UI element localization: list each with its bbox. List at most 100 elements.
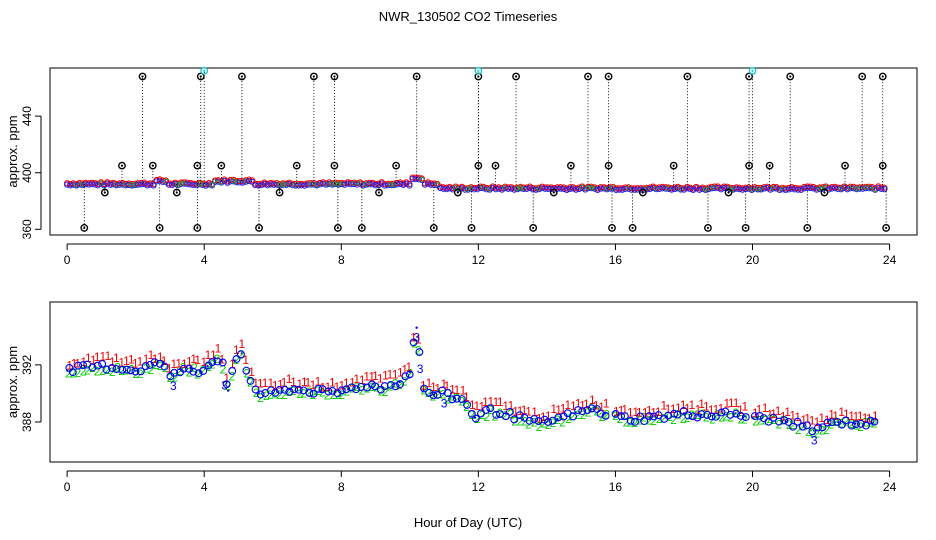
baseline-point-blue	[289, 182, 296, 189]
spike-high-point	[858, 72, 867, 81]
baseline-point-blue	[810, 185, 817, 192]
series-2-point: 2	[810, 427, 817, 441]
series-2-point: 2	[199, 363, 206, 377]
baseline-point-blue	[831, 185, 839, 192]
baseline-point-green	[391, 181, 397, 188]
spike-high-point	[604, 72, 613, 81]
series-1-point: 1	[517, 404, 524, 418]
baseline-point-blue	[483, 186, 490, 193]
baseline-point-green	[588, 184, 595, 191]
series-3-point	[789, 422, 798, 431]
series-1-point: 1	[872, 409, 879, 423]
series-2-point: 2	[837, 416, 844, 430]
series-1-point: 1	[482, 395, 489, 409]
series-3-point	[574, 406, 582, 414]
series-3-point	[256, 390, 265, 399]
series-3-label: 3	[417, 362, 424, 376]
series-2-point: 2	[229, 369, 236, 383]
spike-dip-point-dot	[823, 191, 826, 194]
series-3-point	[798, 422, 807, 431]
series-3-point	[486, 404, 495, 413]
series-2-point: 2	[594, 405, 601, 419]
series-1-point: 1	[824, 413, 831, 427]
series-1-point: 1	[123, 354, 130, 368]
series-2-point: 2	[780, 413, 787, 427]
baseline-point-blue	[394, 181, 401, 188]
series-1-point: 1	[502, 399, 509, 413]
spike-low-point-dot	[158, 226, 161, 230]
series-1-point: 1	[478, 400, 485, 414]
series-2-point: 2	[733, 406, 740, 420]
series-1-point: 1	[194, 353, 201, 367]
baseline-point-green	[434, 182, 440, 188]
baseline-point-blue	[107, 181, 114, 188]
series-2-point: 2	[588, 402, 595, 416]
baseline-point-green	[338, 181, 345, 187]
series-3-point	[405, 370, 414, 379]
series-3-point	[420, 384, 428, 393]
baseline-point-green	[755, 186, 761, 192]
baseline-point-blue	[526, 184, 533, 192]
baseline-point-blue	[236, 179, 243, 186]
series-3-point	[774, 417, 783, 426]
spike-low-point	[529, 224, 538, 232]
series-1-point: 1	[703, 400, 710, 414]
baseline-point-blue	[159, 178, 166, 186]
x-tick-label: 4	[201, 480, 208, 494]
series-2-point: 2	[109, 365, 116, 379]
spike-cyan-point	[748, 66, 757, 75]
series-3-label: 3	[811, 434, 818, 448]
baseline-point-blue	[828, 185, 836, 192]
series-3-point	[401, 372, 410, 381]
spike-mid-point-dot	[395, 164, 398, 167]
series-2-point: 2	[148, 363, 155, 377]
series-1-point: 1	[66, 358, 73, 372]
baseline-point-blue	[215, 178, 222, 185]
x-tick-label: 0	[64, 480, 71, 494]
series-3-point	[126, 366, 135, 375]
spike-mid-point-dot	[295, 164, 298, 167]
spike-dip-point	[724, 188, 733, 197]
spike-mid-point	[491, 161, 500, 170]
spike-dip-point-dot	[377, 191, 381, 194]
baseline-point-blue	[261, 180, 268, 188]
spike-dip-point-dot	[552, 191, 555, 194]
series-2-point: 2	[167, 371, 174, 385]
series-2-point: 2	[496, 406, 503, 420]
series-1-point: 1	[430, 380, 437, 394]
series-1-point: 1	[392, 367, 399, 381]
series-1-point: 1	[128, 352, 135, 366]
series-3-label: 3	[221, 379, 228, 393]
series-3-point	[452, 394, 461, 403]
series-2-point: 2	[680, 412, 687, 426]
series-2-point: 2	[133, 367, 140, 381]
spike-dip-point	[820, 188, 829, 197]
series-1-point: 1	[508, 398, 515, 412]
baseline-point-blue	[141, 180, 148, 188]
series-3-point	[501, 412, 510, 421]
series-2-point: 2	[84, 364, 91, 378]
series-2-point: 2	[401, 374, 408, 388]
series-2-point: 2	[94, 365, 101, 379]
baseline-point-blue	[745, 185, 752, 192]
series-2-point: 2	[871, 416, 878, 430]
series-3-point	[736, 411, 745, 420]
series-2-point: 2	[623, 416, 630, 430]
baseline-point-blue	[662, 185, 669, 192]
baseline-point-blue	[569, 185, 577, 192]
series-1-point: 1	[613, 405, 620, 419]
spike-mid-point-dot	[672, 164, 675, 167]
baseline-point-green	[770, 185, 777, 191]
series-2-point: 2	[310, 388, 317, 402]
baseline-point-green	[514, 185, 521, 192]
series-2-point: 2	[65, 366, 72, 380]
series-2-point: 2	[314, 384, 321, 398]
series-3-point	[189, 367, 198, 376]
series-2-point: 2	[670, 413, 677, 427]
baseline-point-blue	[687, 185, 694, 193]
series-2-point: 2	[172, 371, 179, 385]
series-1-point: 1	[353, 372, 360, 386]
baseline-point-blue	[298, 182, 305, 189]
series-3-point	[578, 407, 587, 416]
